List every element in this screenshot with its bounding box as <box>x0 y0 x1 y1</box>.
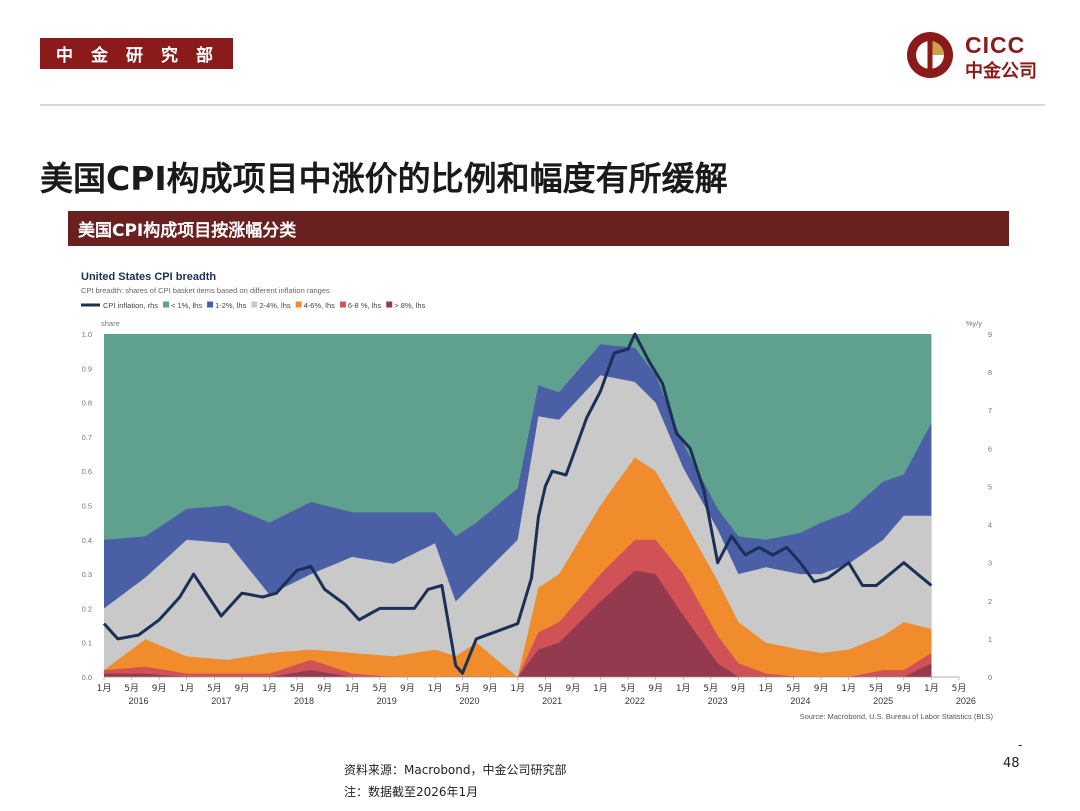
y2-tick-label: 5 <box>988 482 992 491</box>
y2-tick-label: 6 <box>988 444 992 453</box>
chart-subtitle: CPI breadth: shares of CPI basket items … <box>81 286 330 295</box>
logo-en-text: CICC <box>965 32 1026 58</box>
x-year-label: 2026 <box>956 696 976 706</box>
legend-swatch <box>251 301 258 308</box>
legend-label: 1-2%, lhs <box>215 301 247 310</box>
x-tick-label: 9月 <box>814 683 829 694</box>
x-tick-label: 9月 <box>896 683 911 694</box>
cicc-logo: CICC 中金公司 <box>905 30 1055 82</box>
x-tick-label: 5月 <box>538 683 553 694</box>
x-tick-label: 1月 <box>924 683 939 694</box>
x-year-label: 2025 <box>873 696 893 706</box>
x-tick-label: 9月 <box>152 683 167 694</box>
x-tick-label: 5月 <box>621 683 636 694</box>
legend-label: 6-8 %, lhs <box>348 301 382 310</box>
y2-tick-label: 2 <box>988 597 992 606</box>
section-title: 美国CPI构成项目按涨幅分类 <box>78 221 297 241</box>
y-tick-label: 0.2 <box>82 604 92 613</box>
y-tick-label: 0.5 <box>82 502 92 511</box>
logo-cn-text: 中金公司 <box>965 61 1037 82</box>
y-tick-label: 0.1 <box>82 639 92 648</box>
x-tick-label: 5月 <box>207 683 222 694</box>
legend-swatch <box>339 301 346 308</box>
header-divider <box>40 104 1045 106</box>
x-year-label: 2021 <box>542 696 562 706</box>
x-year-label: 2020 <box>459 696 479 706</box>
legend-label: 4-6%, lhs <box>304 301 336 310</box>
legend-label: < 1%, lhs <box>171 301 202 310</box>
department-tag: 中金研究部 <box>40 38 233 69</box>
x-year-label: 2017 <box>211 696 231 706</box>
date-footnote: 注：数据截至2026年1月 <box>344 785 479 799</box>
legend-swatch-cpi <box>81 303 100 307</box>
x-tick-label: 1月 <box>262 683 277 694</box>
legend-label: > 8%, lhs <box>394 301 425 310</box>
y-tick-label: 0.0 <box>82 673 92 682</box>
legend-swatch <box>295 301 302 308</box>
x-tick-label: 1月 <box>593 683 608 694</box>
y-tick-label: 0.8 <box>82 399 92 408</box>
x-tick-label: 1月 <box>841 683 856 694</box>
x-tick-label: 9月 <box>317 683 332 694</box>
y-tick-label: 0.4 <box>82 536 92 545</box>
x-tick-label: 1月 <box>345 683 360 694</box>
x-tick-label: 1月 <box>428 683 443 694</box>
cpi-breadth-chart: United States CPI breadth CPI breadth: sh… <box>81 271 994 721</box>
legend-swatch <box>386 301 393 308</box>
x-tick-label: 1月 <box>676 683 691 694</box>
x-year-label: 2023 <box>708 696 728 706</box>
y2-axis-label: %y/y <box>966 319 983 328</box>
y-tick-label: 0.6 <box>82 467 92 476</box>
x-year-label: 2024 <box>790 696 810 706</box>
y-axis-label: share <box>101 319 120 328</box>
x-tick-label: 9月 <box>731 683 746 694</box>
x-tick-label: 5月 <box>952 683 967 694</box>
cpi-inflation-line <box>102 332 933 675</box>
page-dash: - <box>1018 738 1023 752</box>
legend-swatch <box>207 301 214 308</box>
x-tick-label: 5月 <box>124 683 139 694</box>
y2-tick-label: 3 <box>988 559 992 568</box>
x-tick-label: 5月 <box>869 683 884 694</box>
page-title: 美国CPI构成项目中涨价的比例和幅度有所缓解 <box>40 159 728 198</box>
legend-label: 2-4%, lhs <box>259 301 291 310</box>
x-tick-label: 5月 <box>703 683 718 694</box>
x-tick-label: 5月 <box>786 683 801 694</box>
x-tick-label: 5月 <box>290 683 305 694</box>
y2-tick-label: 0 <box>988 673 992 682</box>
x-tick-label: 1月 <box>759 683 774 694</box>
chart-source: Source: Macrobond, U.S. Bureau of Labor … <box>800 712 994 721</box>
legend-label: CPI inflation, rhs <box>103 301 158 310</box>
y2-tick-label: 7 <box>988 406 992 415</box>
y2-tick-label: 4 <box>988 521 992 530</box>
x-tick-label: 9月 <box>483 683 498 694</box>
x-tick-label: 1月 <box>179 683 194 694</box>
x-tick-label: 9月 <box>648 683 663 694</box>
x-tick-label: 1月 <box>97 683 112 694</box>
section-title-bar: 美国CPI构成项目按涨幅分类 <box>68 211 1009 246</box>
x-tick-label: 9月 <box>566 683 581 694</box>
x-tick-label: 9月 <box>235 683 250 694</box>
cicc-logo-icon <box>907 32 953 78</box>
y-tick-label: 1.0 <box>82 330 92 339</box>
y-tick-label: 0.3 <box>82 570 92 579</box>
x-tick-label: 5月 <box>455 683 470 694</box>
x-tick-label: 9月 <box>400 683 415 694</box>
y2-tick-label: 9 <box>988 330 992 339</box>
x-year-label: 2022 <box>625 696 645 706</box>
chart-title: United States CPI breadth <box>81 271 216 283</box>
source-footnote: 资料来源：Macrobond，中金公司研究部 <box>344 763 567 777</box>
x-year-label: 2016 <box>128 696 148 706</box>
legend-swatch <box>163 301 170 308</box>
area-4-6 <box>104 457 932 677</box>
y2-tick-label: 1 <box>988 635 992 644</box>
y2-tick-label: 8 <box>988 368 992 377</box>
y-tick-label: 0.9 <box>82 364 92 373</box>
y-tick-label: 0.7 <box>82 433 92 442</box>
x-year-label: 2019 <box>377 696 397 706</box>
page-number: 48 <box>1003 756 1020 771</box>
x-tick-label: 1月 <box>510 683 525 694</box>
x-year-label: 2018 <box>294 696 314 706</box>
x-tick-label: 5月 <box>372 683 387 694</box>
